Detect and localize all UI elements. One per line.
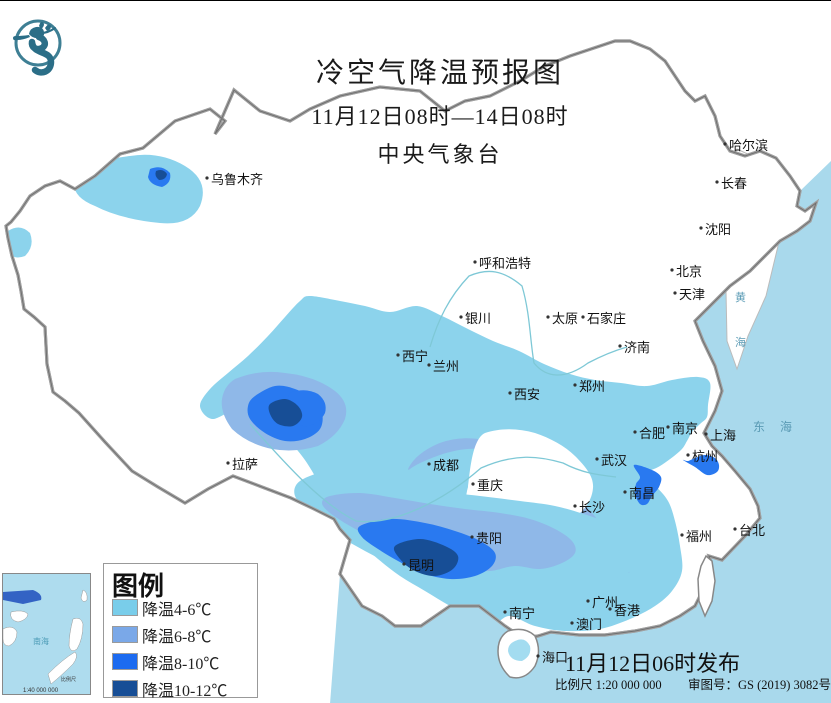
svg-text:比例尺: 比例尺 (61, 676, 76, 683)
svg-text:海: 海 (735, 335, 746, 349)
svg-text:海: 海 (780, 419, 792, 434)
svg-text:东: 东 (753, 420, 765, 434)
svg-text:南海: 南海 (33, 636, 49, 646)
svg-text:1:40 000 000: 1:40 000 000 (23, 688, 59, 694)
svg-text:黄: 黄 (735, 290, 746, 304)
